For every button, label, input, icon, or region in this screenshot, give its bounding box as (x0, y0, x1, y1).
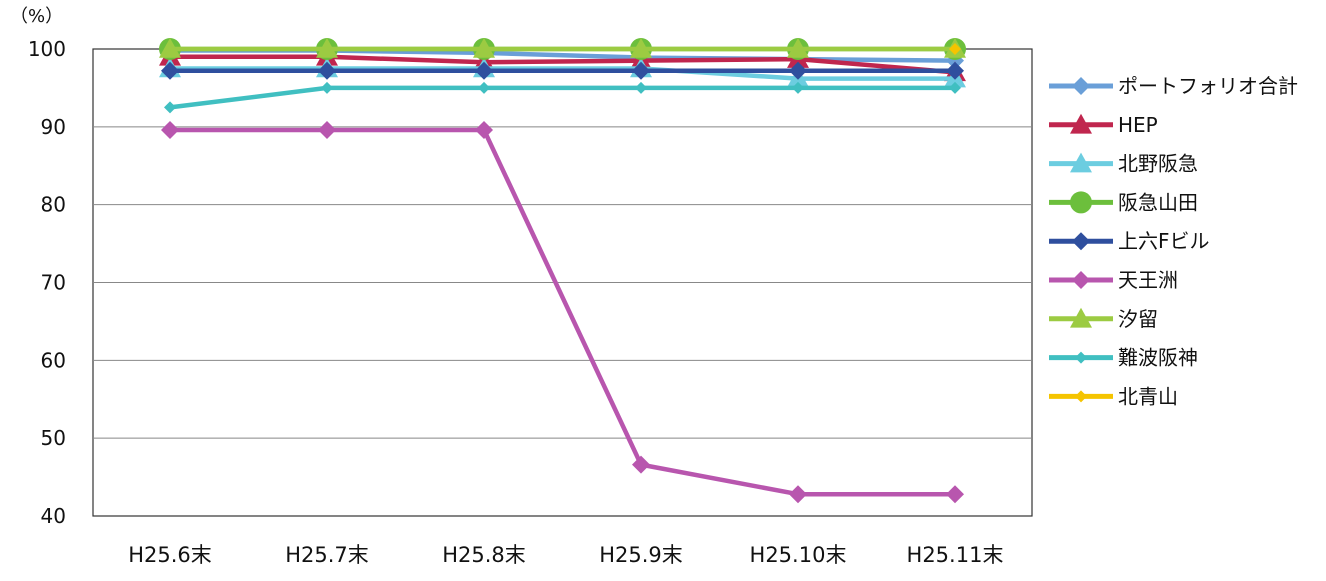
data-point (161, 61, 179, 80)
legend-label: 北青山 (1118, 384, 1178, 408)
x-tick-label: H25.10末 (750, 543, 847, 567)
data-point (632, 61, 650, 80)
series-line (170, 127, 955, 497)
legend-swatch-marker (1072, 271, 1090, 289)
x-tick-label: H25.9末 (599, 543, 683, 567)
legend-item: 難波阪神 (1049, 346, 1198, 370)
legend-swatch-marker (1070, 152, 1092, 173)
series-7 (164, 81, 961, 114)
legend-swatch-marker (1075, 390, 1087, 403)
legend-swatch-marker (1072, 232, 1090, 251)
legend-item: 阪急山田 (1049, 190, 1198, 214)
legend-item: 汐留 (1049, 307, 1158, 331)
data-point (789, 61, 807, 80)
data-point (946, 485, 964, 504)
series-layer (159, 38, 966, 504)
data-point (789, 485, 807, 504)
legend-swatch-marker (1070, 113, 1092, 134)
data-point (161, 120, 179, 139)
legend-item: 北青山 (1049, 384, 1178, 408)
data-point (316, 38, 338, 58)
series-line (170, 66, 955, 81)
data-point (635, 81, 647, 94)
series-8 (949, 43, 961, 55)
y-tick-label: 100 (28, 37, 66, 61)
y-tick-label: 50 (41, 426, 66, 450)
legend-swatch-marker (1070, 191, 1092, 214)
legend-label: 汐留 (1118, 307, 1158, 331)
data-point (473, 38, 495, 58)
y-tick-label: 40 (41, 504, 66, 528)
legend-label: 上六Fビル (1118, 229, 1210, 253)
y-tick-label: 60 (41, 348, 66, 372)
data-point (318, 61, 336, 80)
x-tick-label: H25.8末 (442, 543, 526, 567)
data-point (159, 38, 181, 58)
legend-label: 阪急山田 (1118, 190, 1198, 214)
data-point (787, 38, 809, 58)
data-point (475, 120, 493, 139)
legend-label: 北野阪急 (1118, 152, 1198, 176)
legend-label: ポートフォリオ合計 (1118, 74, 1298, 98)
legend-label: HEP (1118, 113, 1158, 137)
data-point (475, 61, 493, 80)
legend-swatch-marker (1075, 351, 1087, 364)
legend-swatch-marker (1072, 77, 1090, 95)
series-line (170, 54, 956, 75)
grid-layer (92, 48, 1033, 517)
x-tick-label: H25.7末 (285, 543, 369, 567)
data-point (630, 38, 652, 58)
x-tick-label: H25.11末 (907, 543, 1004, 567)
data-point (478, 81, 490, 94)
legend-item: HEP (1049, 113, 1158, 137)
legend-label: 難波阪神 (1118, 346, 1198, 370)
axis-layer: 100 90 80 70 60 50 40 （%） H25.6末 H25.7末 H25.8末 H25.… (10, 6, 1003, 567)
y-unit-label: （%） (10, 6, 63, 27)
data-point (949, 43, 961, 55)
series-6 (159, 38, 966, 58)
legend-item: 天王洲 (1049, 268, 1178, 292)
data-point (946, 61, 964, 80)
legend-swatch-marker (1070, 307, 1092, 328)
data-point (321, 81, 333, 94)
series-4 (161, 61, 964, 80)
y-tick-label: 80 (41, 193, 66, 217)
data-point (164, 101, 176, 114)
data-point (632, 455, 650, 474)
data-point (792, 81, 804, 94)
legend-label: 天王洲 (1118, 268, 1178, 292)
y-tick-label: 70 (41, 271, 66, 295)
x-tick-label: H25.6末 (128, 543, 212, 567)
legend-item: 上六Fビル (1049, 229, 1210, 253)
y-tick-label: 90 (41, 115, 66, 139)
legend-item: ポートフォリオ合計 (1049, 74, 1298, 98)
legend-item: 北野阪急 (1049, 152, 1198, 176)
series-line (169, 85, 955, 110)
data-point (318, 120, 336, 139)
series-5 (161, 120, 964, 504)
data-point (949, 81, 961, 94)
